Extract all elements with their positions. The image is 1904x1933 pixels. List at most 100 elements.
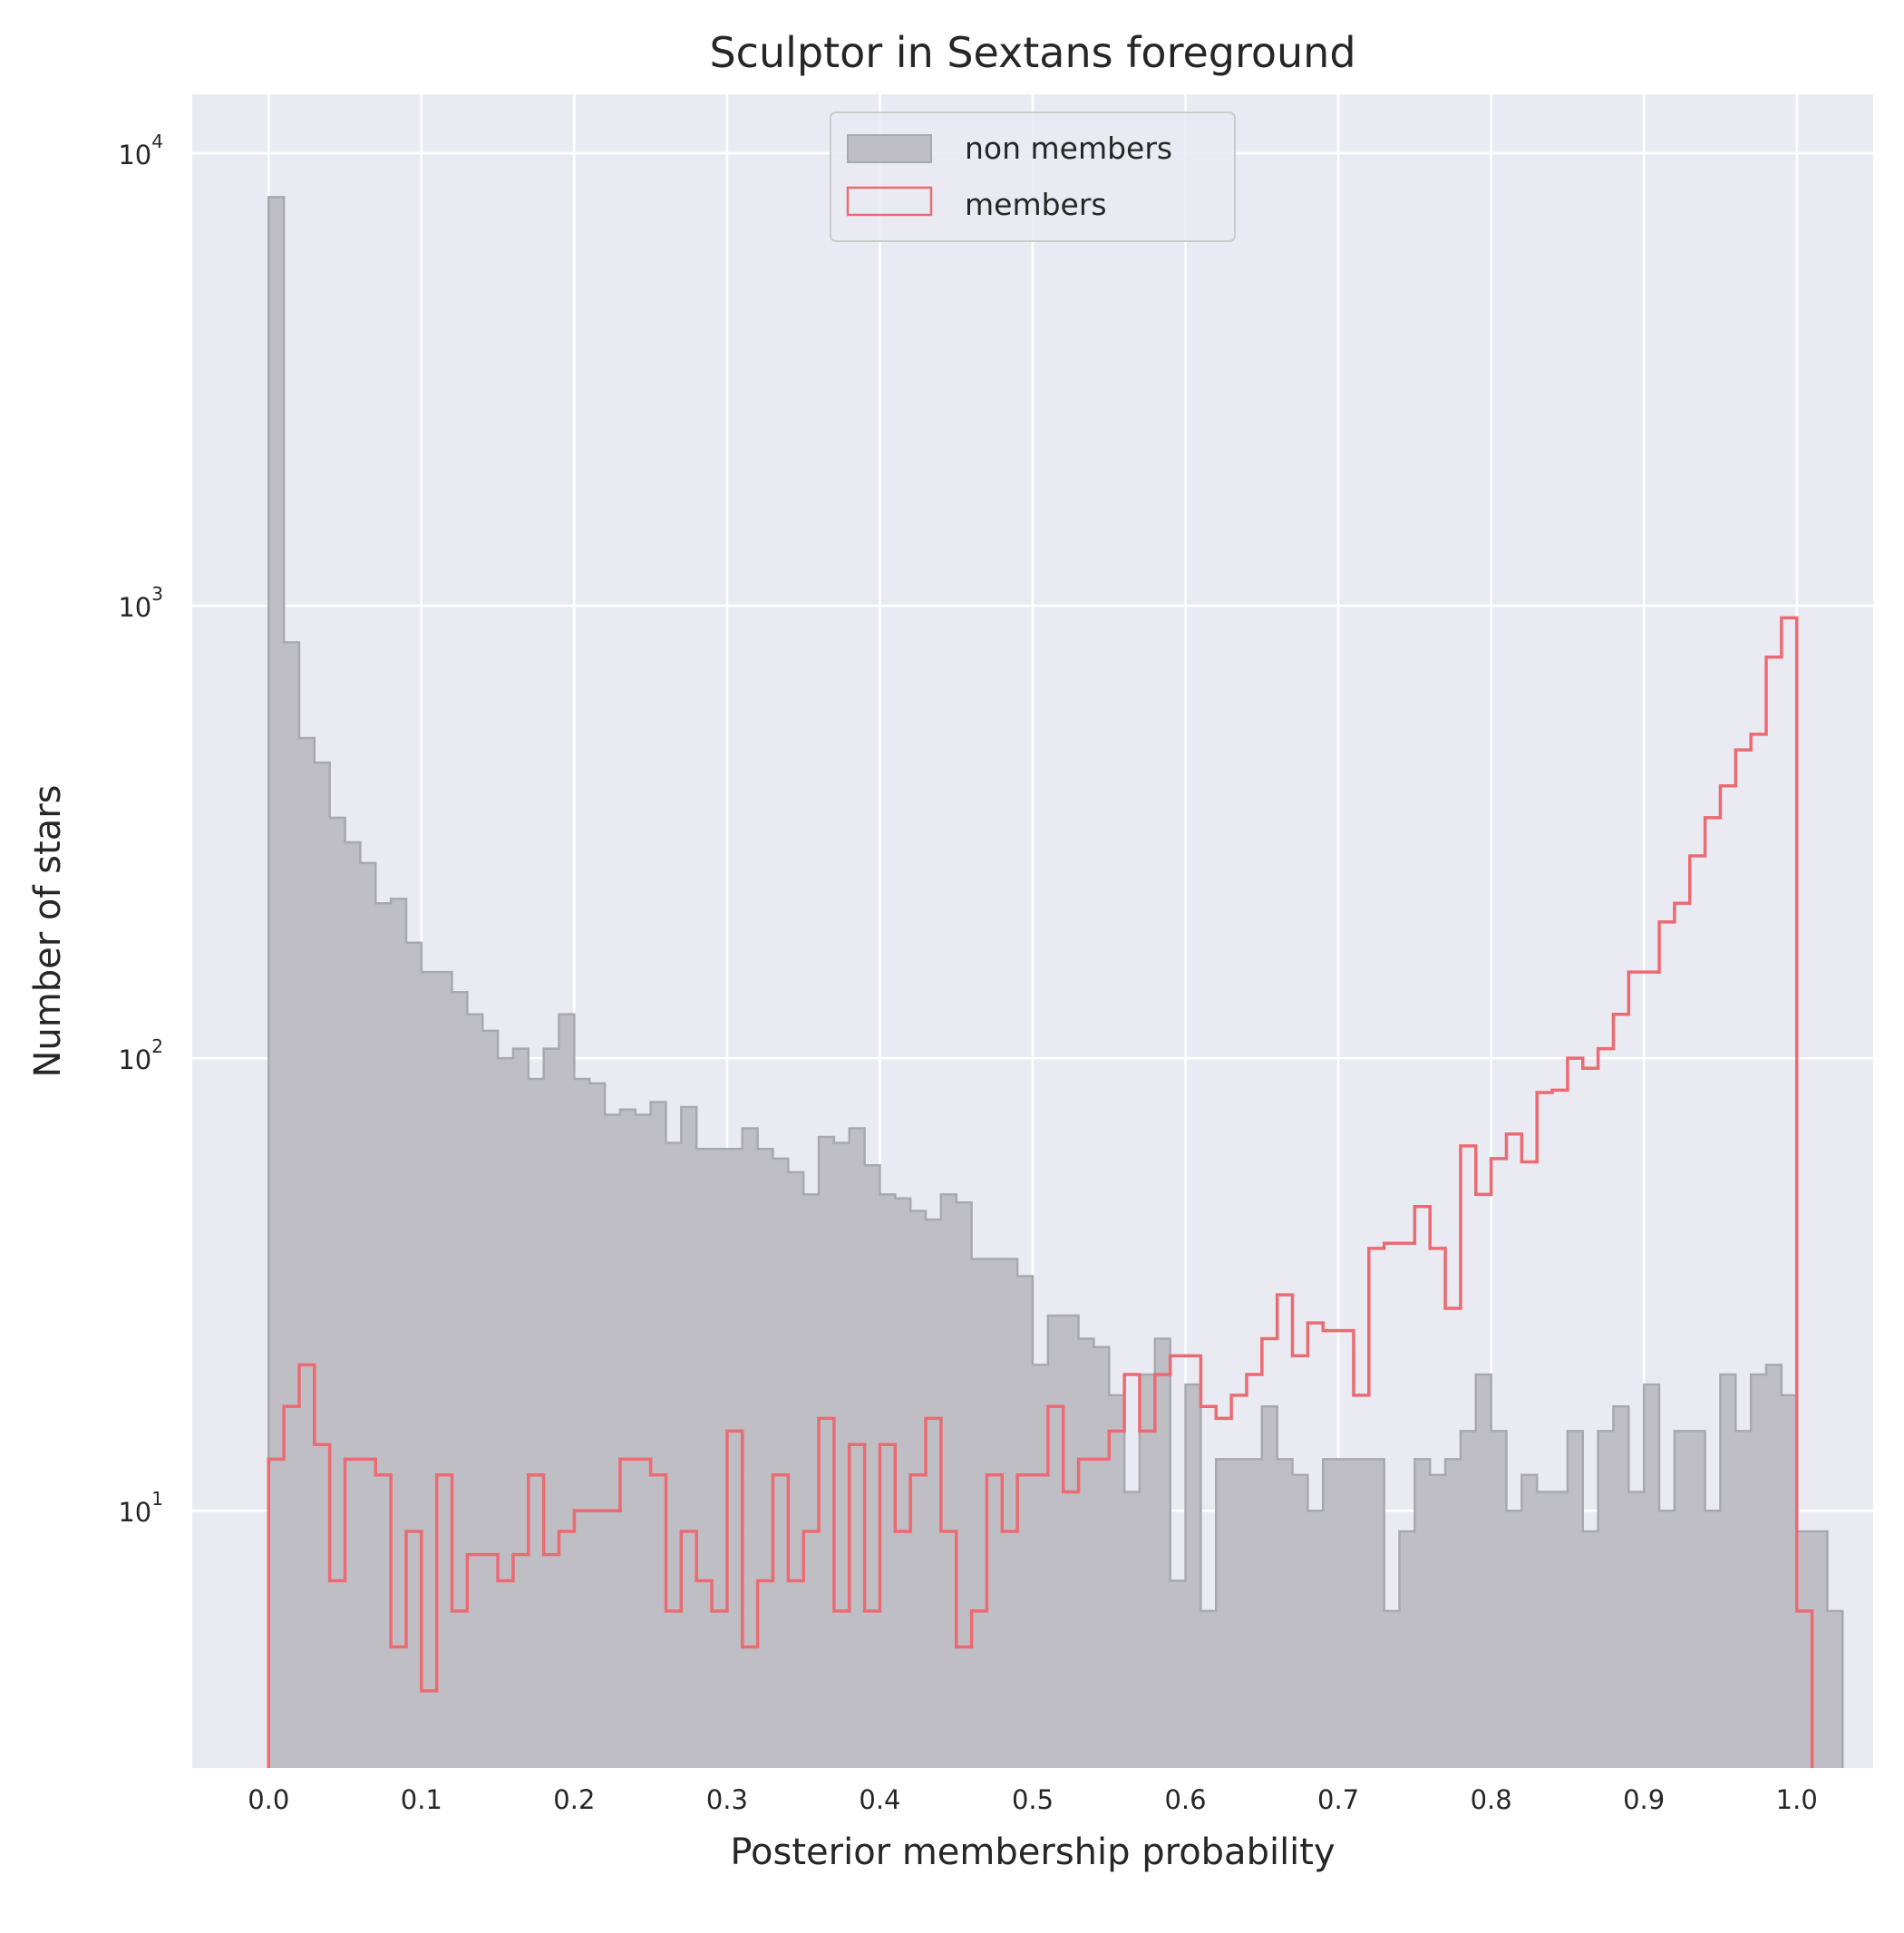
x-tick-label: 0.7 bbox=[1317, 1784, 1359, 1815]
legend-label-non-members: non members bbox=[965, 131, 1172, 166]
non-members-bar bbox=[1154, 1338, 1171, 1768]
non-members-bar bbox=[605, 1114, 621, 1768]
non-members-bar bbox=[1521, 1474, 1538, 1768]
non-members-bar bbox=[1124, 1491, 1141, 1768]
x-axis-label: Posterior membership probability bbox=[730, 1831, 1335, 1873]
y-tick-label: 101 bbox=[118, 1488, 163, 1528]
non-members-bar bbox=[1246, 1459, 1263, 1768]
non-members-bar bbox=[375, 903, 392, 1768]
non-members-bar bbox=[498, 1058, 514, 1768]
non-members-bar bbox=[1460, 1431, 1477, 1768]
x-axis-ticks: 0.0 0.1 0.2 0.3 0.4 0.5 0.6 0.7 0.8 0.9 1.0 bbox=[248, 1784, 1818, 1815]
non-members-bar bbox=[1368, 1459, 1385, 1768]
non-members-bar bbox=[895, 1198, 911, 1768]
non-members-bar bbox=[772, 1158, 789, 1768]
non-members-bar bbox=[1093, 1346, 1110, 1768]
non-members-bar bbox=[635, 1114, 652, 1768]
non-members-bar bbox=[1506, 1510, 1522, 1768]
non-members-bar bbox=[345, 842, 361, 1768]
y-axis-ticks: 101 102 103 104 bbox=[118, 131, 163, 1528]
legend: non members members bbox=[830, 112, 1236, 242]
non-members-bar bbox=[650, 1102, 666, 1768]
legend-swatch-non-members bbox=[847, 134, 932, 163]
chart-title: Sculptor in Sextans foreground bbox=[709, 28, 1355, 77]
non-members-bar bbox=[1063, 1315, 1079, 1768]
non-members-bar bbox=[864, 1165, 880, 1768]
non-members-bar bbox=[298, 738, 316, 1769]
non-members-bar bbox=[482, 1030, 499, 1768]
x-tick-label: 0.6 bbox=[1164, 1784, 1206, 1815]
non-members-bar bbox=[436, 972, 452, 1768]
x-tick-label: 0.5 bbox=[1012, 1784, 1054, 1815]
non-members-bar bbox=[1659, 1510, 1676, 1768]
non-members-bar bbox=[1781, 1394, 1798, 1768]
non-members-bar bbox=[681, 1107, 697, 1768]
non-members-bar bbox=[360, 862, 376, 1768]
non-members-bar bbox=[1323, 1459, 1339, 1768]
members-series bbox=[267, 616, 1814, 1768]
non-members-bar bbox=[971, 1258, 987, 1768]
non-members-bar bbox=[1720, 1374, 1736, 1768]
non-members-bar bbox=[452, 992, 468, 1768]
non-members-bar bbox=[696, 1149, 713, 1768]
non-members-bar bbox=[589, 1083, 606, 1768]
non-members-bar bbox=[512, 1048, 529, 1768]
non-members-bar bbox=[268, 197, 285, 1768]
non-members-bar bbox=[1338, 1459, 1355, 1768]
non-members-outline bbox=[267, 196, 1844, 1768]
non-members-bar bbox=[1751, 1374, 1767, 1768]
non-members-bar bbox=[1689, 1431, 1705, 1768]
non-members-bar bbox=[757, 1149, 773, 1768]
non-members-bar bbox=[1445, 1459, 1462, 1768]
non-members-bar bbox=[1827, 1610, 1843, 1768]
non-members-bar bbox=[819, 1136, 835, 1768]
non-members-bar bbox=[1139, 1374, 1156, 1768]
y-tick-label: 104 bbox=[118, 131, 163, 170]
non-members-bar bbox=[1277, 1459, 1293, 1768]
x-tick-label: 0.0 bbox=[248, 1784, 289, 1815]
non-members-bar bbox=[284, 642, 300, 1769]
x-tick-label: 0.3 bbox=[706, 1784, 748, 1815]
non-members-bar bbox=[1414, 1459, 1431, 1768]
non-members-bar bbox=[1598, 1431, 1614, 1768]
non-members-bar bbox=[1613, 1406, 1629, 1768]
non-members-bar bbox=[1567, 1431, 1584, 1768]
non-members-bar bbox=[803, 1194, 820, 1768]
non-members-bar bbox=[665, 1142, 682, 1768]
non-members-bar bbox=[314, 763, 331, 1768]
y-tick-label: 103 bbox=[118, 583, 163, 623]
non-members-bar bbox=[940, 1194, 957, 1768]
non-members-bar bbox=[1017, 1276, 1034, 1768]
non-members-bar bbox=[1384, 1610, 1400, 1768]
legend-swatch-members bbox=[846, 186, 933, 217]
non-members-bar bbox=[1491, 1431, 1507, 1768]
non-members-bar bbox=[421, 972, 438, 1768]
x-tick-label: 0.8 bbox=[1471, 1784, 1512, 1815]
non-members-bar bbox=[1002, 1258, 1018, 1768]
non-members-bar bbox=[467, 1014, 483, 1768]
non-members-bar bbox=[1033, 1365, 1049, 1768]
x-tick-label: 1.0 bbox=[1776, 1784, 1818, 1815]
non-members-bar bbox=[528, 1078, 545, 1768]
non-members-bar bbox=[986, 1258, 1003, 1768]
non-members-bar bbox=[833, 1142, 850, 1768]
non-members-bar bbox=[1109, 1394, 1125, 1768]
non-members-bar bbox=[1261, 1406, 1278, 1768]
non-members-bar bbox=[1185, 1384, 1201, 1768]
non-members-bar bbox=[405, 942, 423, 1768]
non-members-bar bbox=[1628, 1491, 1645, 1768]
members-step-line bbox=[267, 616, 1814, 1768]
non-members-bar bbox=[1292, 1474, 1308, 1768]
non-members-bar bbox=[910, 1210, 927, 1768]
non-members-bar bbox=[391, 899, 407, 1768]
non-members-bar bbox=[1170, 1580, 1186, 1768]
x-tick-label: 0.4 bbox=[859, 1784, 900, 1815]
non-members-bar bbox=[1735, 1431, 1752, 1768]
x-tick-label: 0.2 bbox=[553, 1784, 595, 1815]
non-members-bar bbox=[1078, 1338, 1094, 1768]
non-members-bar bbox=[1705, 1510, 1721, 1768]
non-members-bar bbox=[559, 1014, 575, 1768]
non-members-bar bbox=[574, 1078, 590, 1768]
non-members-bar bbox=[1796, 1531, 1812, 1768]
non-members-bar bbox=[712, 1149, 728, 1768]
